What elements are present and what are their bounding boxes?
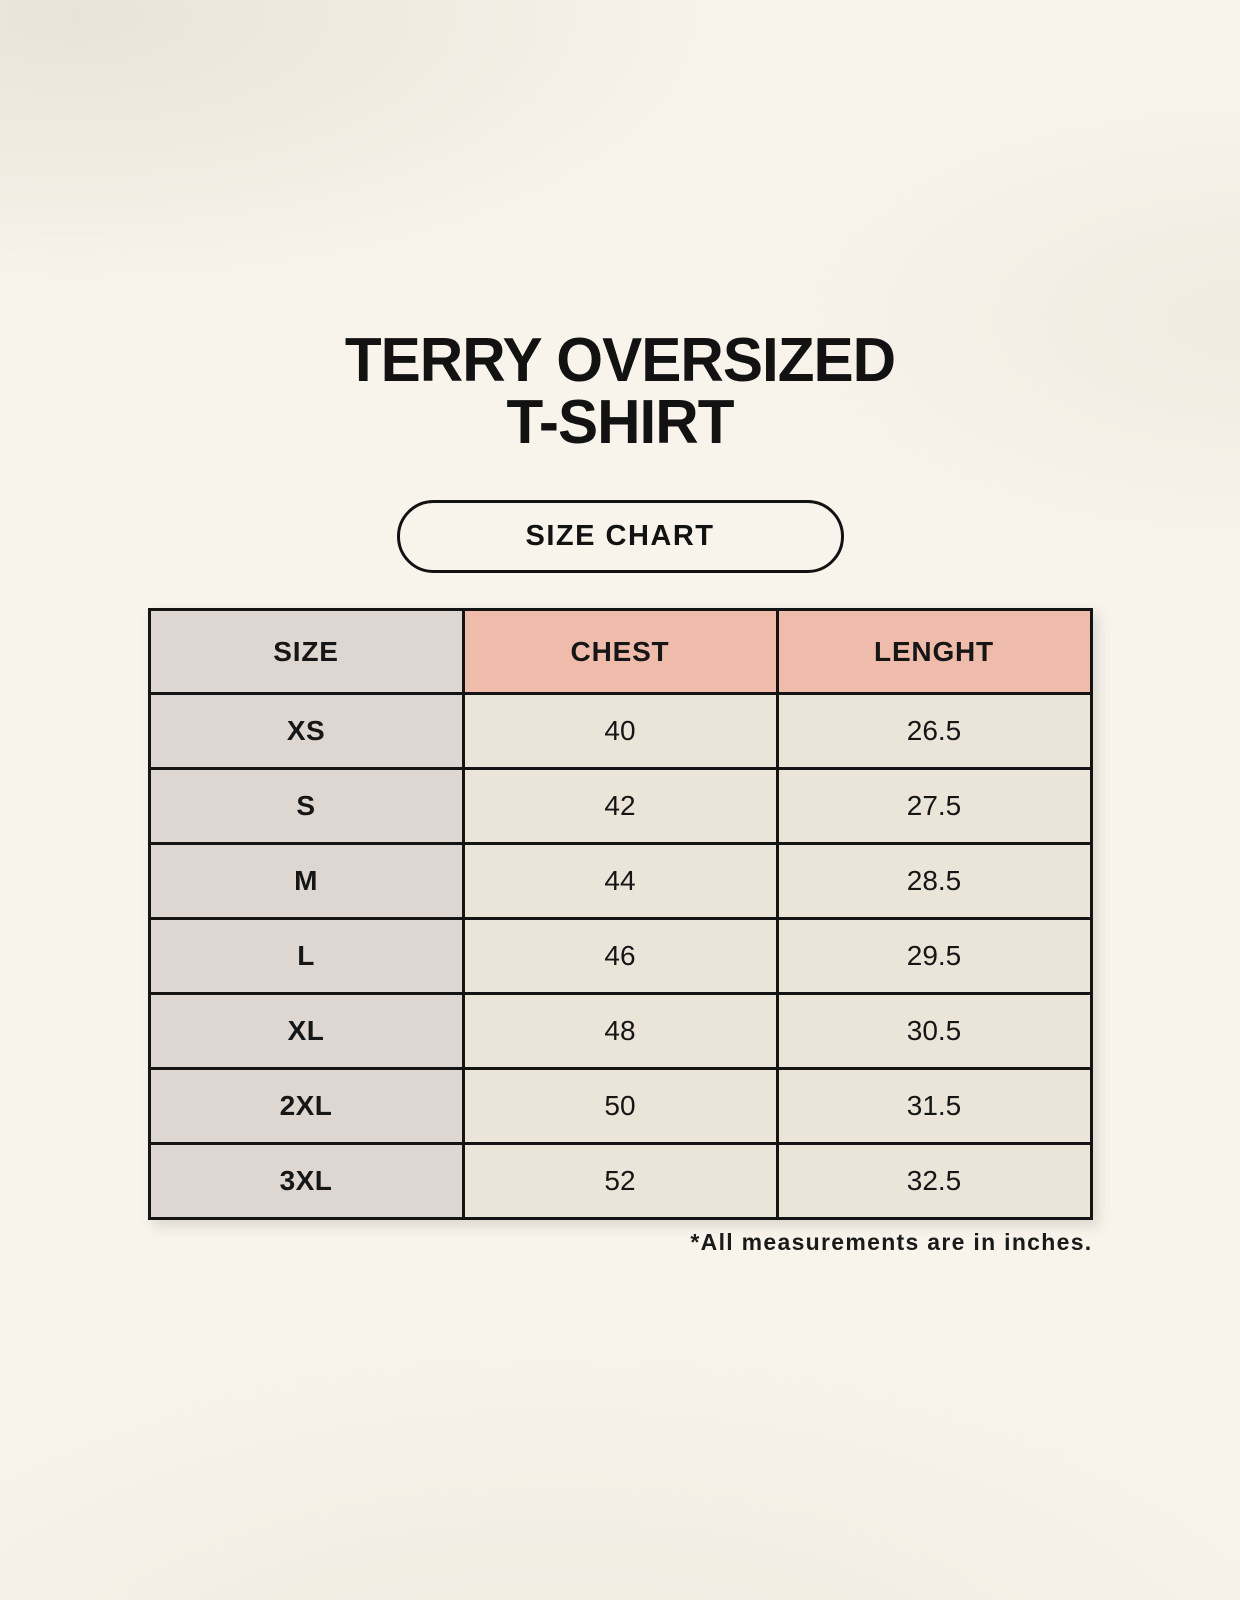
size-cell: XL: [147, 992, 465, 1070]
product-title-line-2: T-SHIRT: [506, 388, 734, 457]
size-cell: L: [147, 917, 465, 995]
lenght-cell: 32.5: [775, 1142, 1093, 1220]
lenght-cell: 26.5: [775, 692, 1093, 770]
size-cell: M: [147, 842, 465, 920]
chest-cell: 40: [461, 692, 779, 770]
lenght-cell: 30.5: [775, 992, 1093, 1070]
measurements-footnote: *All measurements are in inches.: [690, 1229, 1093, 1255]
table-row: 3XL 52 32.5: [147, 1142, 1093, 1220]
lenght-cell: 28.5: [775, 842, 1093, 920]
size-table: SIZE CHEST LENGHT XS 40 26.5 S 42 27.5 M…: [147, 608, 1093, 1220]
chest-cell: 42: [461, 767, 779, 845]
table-row: 2XL 50 31.5: [147, 1067, 1093, 1145]
size-cell: 3XL: [147, 1142, 465, 1220]
col-header-size: SIZE: [147, 608, 465, 695]
col-header-chest: CHEST: [461, 608, 779, 695]
chest-cell: 44: [461, 842, 779, 920]
table-row: S 42 27.5: [147, 767, 1093, 845]
col-header-lenght: LENGHT: [775, 608, 1093, 695]
lenght-cell: 29.5: [775, 917, 1093, 995]
size-cell: XS: [147, 692, 465, 770]
chest-cell: 52: [461, 1142, 779, 1220]
size-cell: S: [147, 767, 465, 845]
size-chart-badge[interactable]: SIZE CHART: [396, 500, 844, 573]
table-row: XL 48 30.5: [147, 992, 1093, 1070]
lenght-cell: 31.5: [775, 1067, 1093, 1145]
chest-cell: 48: [461, 992, 779, 1070]
product-title: TERRY OVERSIZED T-SHIRT: [19, 0, 1222, 454]
table-row: XS 40 26.5: [147, 692, 1093, 770]
lenght-cell: 27.5: [775, 767, 1093, 845]
size-table-header: SIZE CHEST LENGHT: [147, 608, 1093, 695]
chest-cell: 46: [461, 917, 779, 995]
table-row: M 44 28.5: [147, 842, 1093, 920]
chest-cell: 50: [461, 1067, 779, 1145]
size-cell: 2XL: [147, 1067, 465, 1145]
header-row: SIZE CHEST LENGHT: [147, 608, 1093, 695]
product-title-line-1: TERRY OVERSIZED: [344, 326, 896, 395]
size-table-body: XS 40 26.5 S 42 27.5 M 44 28.5 L 46 29.5…: [147, 692, 1093, 1220]
table-row: L 46 29.5: [147, 917, 1093, 995]
